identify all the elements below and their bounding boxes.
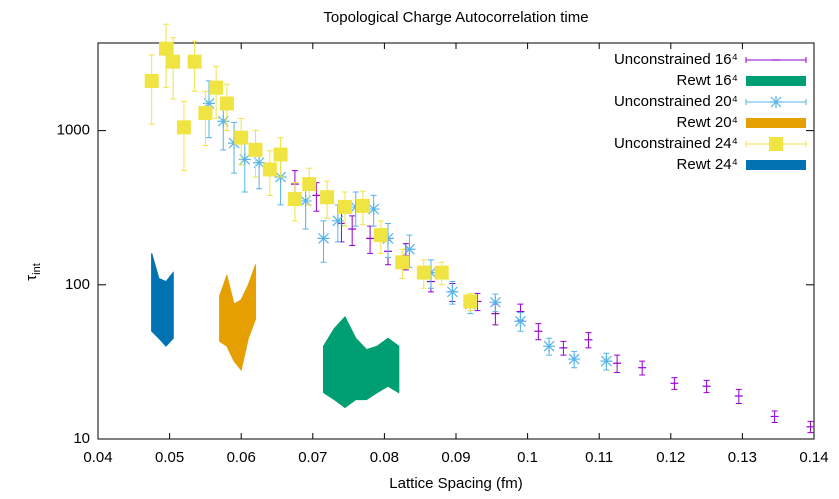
x-tick-label: 0.06	[227, 449, 256, 466]
marker	[238, 153, 251, 166]
marker	[187, 54, 202, 69]
x-tick-label: 0.08	[370, 449, 399, 466]
marker	[381, 232, 394, 245]
marker	[338, 199, 353, 214]
marker	[331, 214, 344, 227]
marker	[228, 137, 241, 150]
marker	[262, 162, 277, 177]
marker	[159, 41, 174, 56]
x-tick-label: 0.14	[799, 449, 828, 466]
y-tick-label: 10	[73, 430, 90, 447]
legend-label: Rewt 24⁴	[677, 156, 738, 173]
marker	[287, 192, 302, 207]
band	[151, 253, 174, 347]
x-axis-label: Lattice Spacing (fm)	[389, 475, 522, 492]
marker	[217, 115, 230, 128]
x-tick-label: 0.13	[728, 449, 757, 466]
y-label-subscript: int	[31, 263, 43, 275]
x-tick-label: 0.11	[585, 449, 613, 466]
legend-label: Rewt 20⁴	[677, 114, 738, 131]
marker	[273, 147, 288, 162]
band	[323, 315, 400, 409]
marker	[234, 130, 249, 145]
marker	[489, 296, 502, 309]
marker	[302, 177, 317, 192]
marker	[514, 315, 527, 328]
legend-label: Rewt 16⁴	[677, 72, 738, 89]
marker	[349, 200, 362, 213]
marker	[403, 243, 416, 256]
marker	[144, 73, 159, 88]
legend-label: Unconstrained 16⁴	[614, 51, 738, 68]
x-tick-label: 0.12	[656, 449, 685, 466]
marker	[568, 353, 581, 366]
marker	[770, 96, 782, 108]
x-tick-label: 0.04	[83, 449, 112, 466]
error-bar	[148, 54, 155, 125]
marker	[600, 355, 613, 368]
marker	[317, 232, 330, 245]
legend-label: Unconstrained 24⁴	[614, 135, 738, 152]
x-tick-label: 0.07	[298, 449, 327, 466]
legend-label: Unconstrained 20⁴	[614, 93, 738, 110]
marker	[769, 137, 783, 151]
marker	[248, 142, 263, 157]
legend-swatch	[746, 118, 806, 128]
x-tick-label: 0.1	[517, 449, 538, 466]
marker	[320, 190, 335, 205]
marker	[166, 54, 181, 69]
marker	[434, 265, 449, 280]
band	[219, 264, 257, 372]
marker	[176, 120, 191, 135]
y-axis-label: τint	[23, 263, 43, 281]
marker	[373, 228, 388, 243]
marker	[355, 198, 370, 213]
marker	[424, 266, 437, 279]
marker	[416, 265, 431, 280]
y-tick-label: 100	[65, 276, 90, 293]
marker	[202, 97, 215, 110]
marker	[219, 96, 234, 111]
y-tick-label: 1000	[57, 122, 90, 139]
marker	[209, 80, 224, 95]
marker	[395, 255, 410, 270]
legend-swatch	[746, 160, 806, 170]
marker	[543, 340, 556, 353]
marker	[446, 285, 459, 298]
marker	[253, 156, 266, 169]
x-tick-label: 0.09	[441, 449, 470, 466]
error-bar	[367, 225, 374, 254]
marker	[367, 203, 380, 216]
error-bar	[349, 215, 356, 246]
marker	[463, 294, 478, 309]
x-tick-label: 0.05	[155, 449, 184, 466]
marker	[198, 106, 213, 121]
error-bar	[338, 208, 345, 243]
chart-title: Topological Charge Autocorrelation time	[323, 9, 588, 26]
legend-swatch	[746, 76, 806, 86]
marker	[299, 194, 312, 207]
error-bar	[180, 100, 187, 172]
error-bar	[163, 23, 170, 89]
y-label-symbol: τ	[23, 275, 40, 281]
